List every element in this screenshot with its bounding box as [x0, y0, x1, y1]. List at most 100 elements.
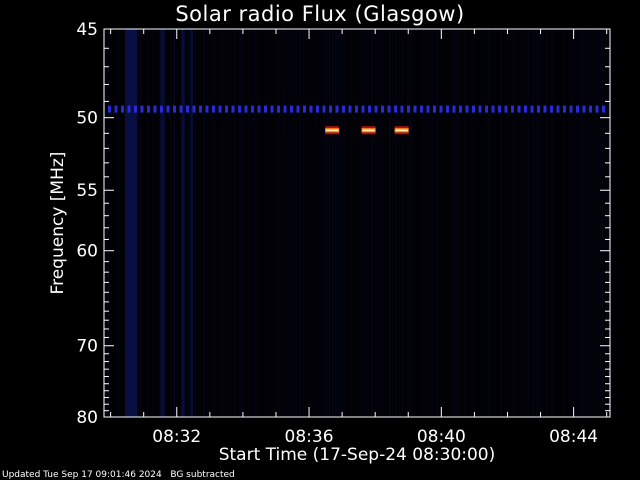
streak: [230, 29, 232, 417]
streak: [371, 29, 373, 417]
streak: [506, 29, 508, 417]
y-tick-label: 80: [76, 408, 98, 428]
band-dot: [225, 105, 228, 113]
band-dot: [257, 105, 261, 113]
band-dot: [478, 105, 482, 113]
band-dot: [394, 105, 397, 113]
streak: [491, 29, 493, 417]
x-axis-ticks: 08:32 08:36 08:40 08:44: [110, 29, 608, 447]
band-dot: [368, 105, 371, 113]
streak: [554, 29, 556, 417]
streak: [545, 29, 547, 417]
streak: [299, 29, 301, 417]
streak: [155, 29, 157, 417]
streak: [368, 29, 370, 417]
y-tick-label: 45: [76, 20, 98, 40]
band-dot: [192, 105, 196, 113]
y-tick-label: 50: [76, 109, 98, 129]
streak: [518, 29, 520, 417]
streak: [287, 29, 289, 417]
band-dot: [465, 105, 469, 113]
band-dot: [472, 105, 475, 113]
band-dot: [556, 105, 560, 113]
streak: [575, 29, 577, 417]
streak: [572, 29, 574, 417]
streak: [374, 29, 376, 417]
band-dot: [426, 105, 430, 113]
streak: [431, 29, 433, 417]
streak: [137, 29, 139, 417]
interference-bands: [108, 105, 605, 113]
streak: [389, 29, 391, 417]
streak: [530, 29, 532, 417]
streak: [488, 29, 490, 417]
streak: [602, 29, 604, 417]
streak: [527, 29, 529, 417]
burst-peak: [326, 129, 339, 131]
band-dot: [439, 105, 443, 113]
band-dot: [251, 105, 254, 113]
streak: [458, 29, 460, 417]
streak: [239, 29, 241, 417]
streak: [197, 29, 199, 417]
band-dot: [329, 105, 332, 113]
band-dot: [179, 105, 183, 113]
streak: [221, 29, 223, 417]
streak: [107, 29, 109, 417]
band-dot: [173, 105, 176, 113]
streak: [566, 29, 568, 417]
axes-frame: [103, 28, 611, 418]
streak: [455, 29, 457, 417]
band-dot: [407, 105, 410, 113]
streak: [440, 29, 442, 417]
band-dot: [374, 105, 378, 113]
streak: [563, 29, 565, 417]
band-dot: [452, 105, 456, 113]
streak: [401, 29, 403, 417]
streak: [590, 29, 592, 417]
x-tick-label: 08:40: [417, 427, 466, 447]
streak: [188, 29, 190, 417]
streak: [167, 29, 169, 417]
band-dot: [140, 105, 144, 113]
streak: [407, 29, 409, 417]
band-dot: [134, 105, 137, 113]
streak: [467, 29, 469, 417]
streak: [446, 29, 448, 417]
streak: [194, 29, 196, 417]
streak: [443, 29, 445, 417]
streak: [413, 29, 415, 417]
streak: [233, 29, 235, 417]
x-axis-label: Start Time (17-Sep-24 08:30:00): [218, 445, 496, 465]
streak: [296, 29, 298, 417]
streak: [332, 29, 334, 417]
streak: [539, 29, 541, 417]
band-dot: [576, 105, 579, 113]
radio-bursts: [325, 126, 409, 135]
y-tick-label: 60: [76, 242, 98, 262]
band-dot: [205, 105, 209, 113]
streak: [125, 29, 127, 417]
band-dot: [186, 105, 189, 113]
x-tick-label: 08:32: [152, 427, 201, 447]
streak: [122, 29, 124, 417]
band-dot: [309, 105, 313, 113]
streak: [605, 29, 607, 417]
streak: [428, 29, 430, 417]
streak: [380, 29, 382, 417]
band-dot: [283, 105, 287, 113]
band-dot: [543, 105, 547, 113]
strong-streak: [181, 29, 185, 417]
band-dot: [153, 105, 157, 113]
streak: [116, 29, 118, 417]
band-dot: [335, 105, 339, 113]
streak: [275, 29, 277, 417]
streak: [179, 29, 181, 417]
band-dot: [595, 105, 599, 113]
band-dot: [121, 105, 124, 113]
streak: [551, 29, 553, 417]
streak: [452, 29, 454, 417]
band-dot: [563, 105, 566, 113]
plot-area: [104, 29, 610, 417]
